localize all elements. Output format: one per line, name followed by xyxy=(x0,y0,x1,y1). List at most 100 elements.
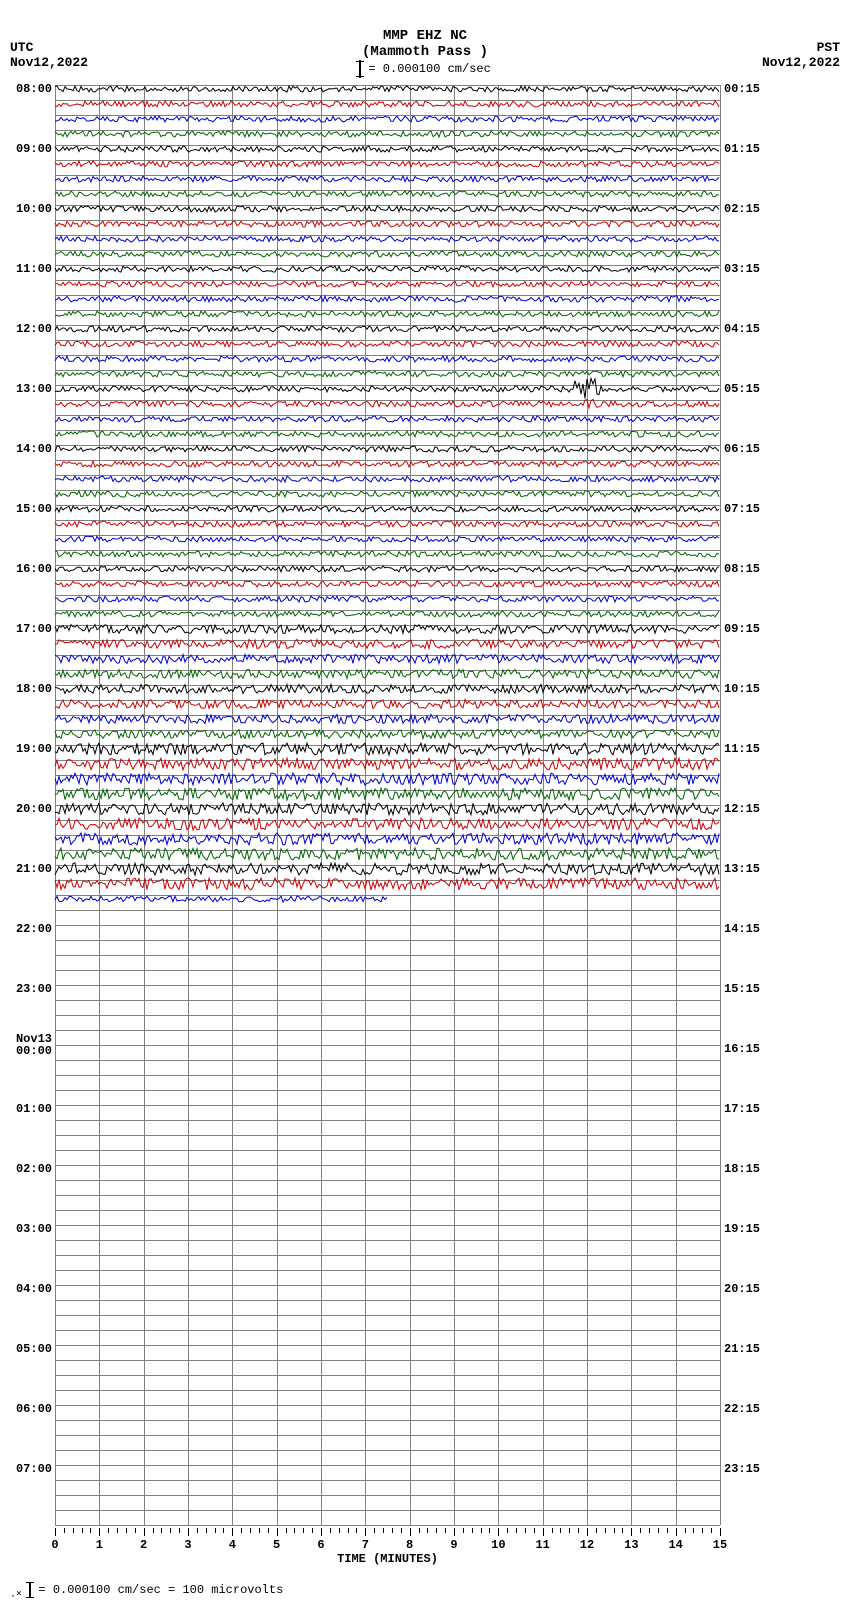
right-time-label: 23:15 xyxy=(724,1462,774,1476)
trace-line xyxy=(55,236,719,242)
footer-text2: 100 microvolts xyxy=(182,1584,283,1598)
right-time-label: 05:15 xyxy=(724,382,774,396)
trace-line xyxy=(55,416,719,422)
x-tick-minor xyxy=(596,1528,597,1533)
x-tick-major xyxy=(543,1528,544,1536)
trace-line xyxy=(55,221,719,227)
x-tick-minor xyxy=(303,1528,304,1533)
x-tick-minor xyxy=(153,1528,154,1533)
trace-line xyxy=(55,191,719,197)
x-tick-minor xyxy=(489,1528,490,1533)
x-tick-minor xyxy=(711,1528,712,1533)
x-tick-minor xyxy=(578,1528,579,1533)
x-tick-major xyxy=(321,1528,322,1536)
trace-line xyxy=(55,758,719,770)
left-time-label: 14:00 xyxy=(2,442,52,456)
trace-line xyxy=(55,551,719,557)
left-time-label: 04:00 xyxy=(2,1282,52,1296)
scale-text: = 0.000100 cm/sec xyxy=(368,62,490,76)
trace-line xyxy=(55,266,719,272)
right-time-label: 16:15 xyxy=(724,1042,774,1056)
x-tick-minor xyxy=(622,1528,623,1533)
trace-line xyxy=(55,116,719,122)
left-time-label: 07:00 xyxy=(2,1462,52,1476)
station-subtitle: (Mammoth Pass ) xyxy=(0,44,850,60)
right-time-label: 17:15 xyxy=(724,1102,774,1116)
right-time-label: 14:15 xyxy=(724,922,774,936)
trace-line xyxy=(55,670,719,679)
x-tick-minor xyxy=(552,1528,553,1533)
x-tick-minor xyxy=(197,1528,198,1533)
x-tick-label: 12 xyxy=(580,1538,594,1552)
x-tick-minor xyxy=(215,1528,216,1533)
x-tick-label: 10 xyxy=(491,1538,505,1552)
left-time-label: 01:00 xyxy=(2,1102,52,1116)
x-tick-minor xyxy=(569,1528,570,1533)
trace-line xyxy=(55,730,719,739)
x-tick-minor xyxy=(383,1528,384,1533)
left-time-label: 21:00 xyxy=(2,862,52,876)
x-tick-label: 1 xyxy=(96,1538,103,1552)
x-tick-minor xyxy=(356,1528,357,1533)
x-tick-major xyxy=(498,1528,499,1536)
trace-line xyxy=(55,833,719,845)
trace-line xyxy=(55,161,719,167)
x-tick-major xyxy=(99,1528,100,1536)
trace-line xyxy=(55,356,719,362)
x-tick-label: 7 xyxy=(362,1538,369,1552)
x-tick-major xyxy=(277,1528,278,1536)
x-tick-minor xyxy=(82,1528,83,1533)
trace-line xyxy=(55,818,719,830)
trace-line xyxy=(55,341,719,347)
right-time-label: 07:15 xyxy=(724,502,774,516)
x-tick-minor xyxy=(294,1528,295,1533)
x-tick-major xyxy=(454,1528,455,1536)
trace-line xyxy=(55,461,719,467)
left-time-label: 17:00 xyxy=(2,622,52,636)
x-tick-minor xyxy=(108,1528,109,1533)
x-tick-minor xyxy=(374,1528,375,1533)
left-time-label: 20:00 xyxy=(2,802,52,816)
trace-line xyxy=(55,566,719,572)
trace-line xyxy=(55,86,719,92)
left-time-labels: 08:0009:0010:0011:0012:0013:0014:0015:00… xyxy=(0,85,52,1525)
trace-line xyxy=(55,788,719,800)
x-tick-minor xyxy=(525,1528,526,1533)
x-tick-major xyxy=(232,1528,233,1536)
trace-line xyxy=(55,251,719,257)
x-tick-label: 14 xyxy=(668,1538,682,1552)
trace-line xyxy=(55,176,719,182)
x-tick-minor xyxy=(392,1528,393,1533)
x-tick-label: 4 xyxy=(229,1538,236,1552)
right-time-label: 00:15 xyxy=(724,82,774,96)
right-time-label: 18:15 xyxy=(724,1162,774,1176)
x-tick-minor xyxy=(223,1528,224,1533)
trace-line xyxy=(55,863,719,875)
trace-line xyxy=(55,399,719,408)
x-axis-title: TIME (MINUTES) xyxy=(55,1552,720,1566)
x-tick-label: 0 xyxy=(51,1538,58,1552)
trace-line xyxy=(55,625,719,634)
trace-line xyxy=(55,700,719,709)
x-tick-minor xyxy=(312,1528,313,1533)
x-tick-minor xyxy=(667,1528,668,1533)
right-time-label: 08:15 xyxy=(724,562,774,576)
trace-line xyxy=(55,581,719,587)
x-tick-major xyxy=(144,1528,145,1536)
x-tick-minor xyxy=(170,1528,171,1533)
trace-line xyxy=(55,896,387,902)
left-time-label: 10:00 xyxy=(2,202,52,216)
x-tick-minor xyxy=(90,1528,91,1533)
trace-line xyxy=(55,521,719,527)
x-tick-minor xyxy=(401,1528,402,1533)
scale-bar-icon xyxy=(359,60,361,78)
x-tick-minor xyxy=(64,1528,65,1533)
x-tick-minor xyxy=(348,1528,349,1533)
x-tick-minor xyxy=(330,1528,331,1533)
right-time-label: 06:15 xyxy=(724,442,774,456)
left-time-label: 19:00 xyxy=(2,742,52,756)
trace-line xyxy=(55,371,719,377)
left-time-label: 05:00 xyxy=(2,1342,52,1356)
left-time-label: 15:00 xyxy=(2,502,52,516)
x-tick-minor xyxy=(507,1528,508,1533)
